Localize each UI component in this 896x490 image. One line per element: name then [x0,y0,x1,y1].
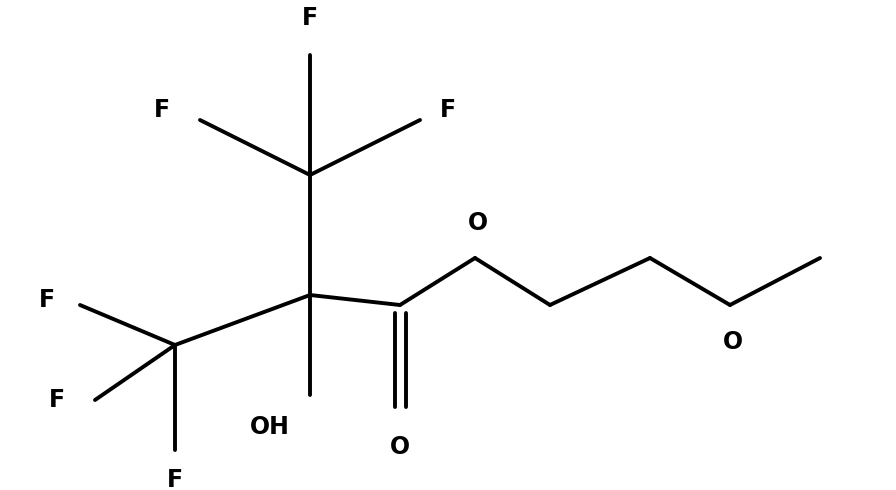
Text: F: F [302,6,318,30]
Text: F: F [440,98,456,122]
Text: OH: OH [250,415,290,439]
Text: F: F [49,388,65,412]
Text: F: F [39,288,55,312]
Text: O: O [723,330,743,354]
Text: F: F [154,98,170,122]
Text: O: O [390,435,410,459]
Text: F: F [167,468,183,490]
Text: O: O [468,211,488,235]
